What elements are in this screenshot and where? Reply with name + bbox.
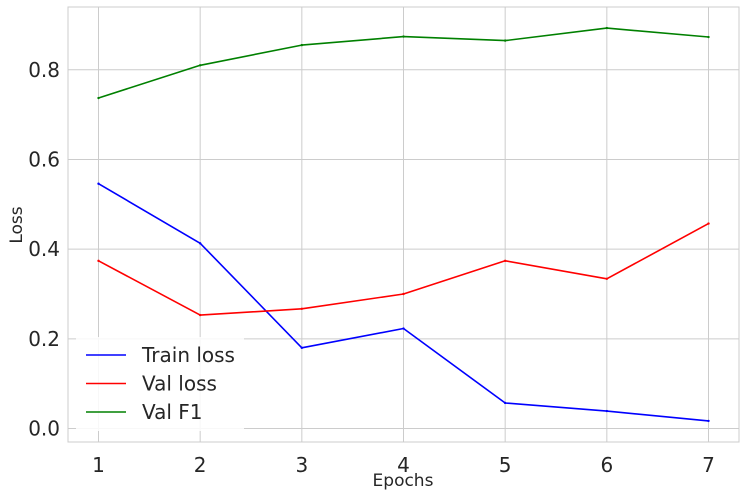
data-point-train-loss <box>605 409 609 413</box>
x-tick-label: 1 <box>92 453 105 477</box>
x-tick-label: 2 <box>194 453 207 477</box>
legend: Train loss Val loss Val F1 <box>76 337 244 431</box>
x-tick-label: 6 <box>600 453 613 477</box>
plot-border <box>67 6 740 443</box>
legend-label: Val F1 <box>142 400 203 424</box>
x-tick-label: 3 <box>295 453 308 477</box>
y-tick-label: 0.2 <box>28 327 60 351</box>
data-point-val-f1 <box>402 35 405 38</box>
y-tick-labels: 0.0 0.2 0.4 0.6 0.8 <box>28 58 60 441</box>
series-lines <box>97 26 710 423</box>
legend-label: Val loss <box>142 372 217 396</box>
y-tick-label: 0.4 <box>28 237 60 261</box>
x-axis-label: Epochs <box>373 471 434 491</box>
y-tick-label: 0.6 <box>28 147 60 171</box>
y-tick-label: 0.0 <box>28 417 60 441</box>
legend-label: Train loss <box>141 343 235 367</box>
data-point-train-loss <box>300 346 304 350</box>
data-point-val-loss <box>503 259 507 263</box>
data-point-val-loss <box>97 259 100 263</box>
data-point-train-loss <box>97 182 100 185</box>
data-point-train-loss <box>402 327 405 330</box>
data-point-train-loss <box>707 419 710 423</box>
x-tick-label: 4 <box>397 453 410 477</box>
data-point-val-f1 <box>97 96 100 100</box>
data-point-train-loss <box>198 242 202 245</box>
x-tick-label: 5 <box>499 453 512 477</box>
data-point-val-loss <box>402 292 405 296</box>
y-tick-label: 0.8 <box>28 58 60 82</box>
data-point-val-loss <box>707 222 710 225</box>
data-point-val-f1 <box>605 26 609 30</box>
data-point-val-f1 <box>300 43 304 47</box>
y-axis-label: Loss <box>7 206 27 243</box>
x-tick-labels: 1 2 3 4 5 6 7 <box>92 453 715 477</box>
data-point-val-loss <box>605 277 609 280</box>
data-point-val-loss <box>300 307 304 311</box>
data-point-val-loss <box>198 313 202 317</box>
data-point-val-f1 <box>198 64 202 67</box>
data-point-val-f1 <box>503 39 507 42</box>
x-tick-label: 7 <box>702 453 715 477</box>
data-point-val-f1 <box>707 35 710 39</box>
data-point-train-loss <box>503 401 507 405</box>
